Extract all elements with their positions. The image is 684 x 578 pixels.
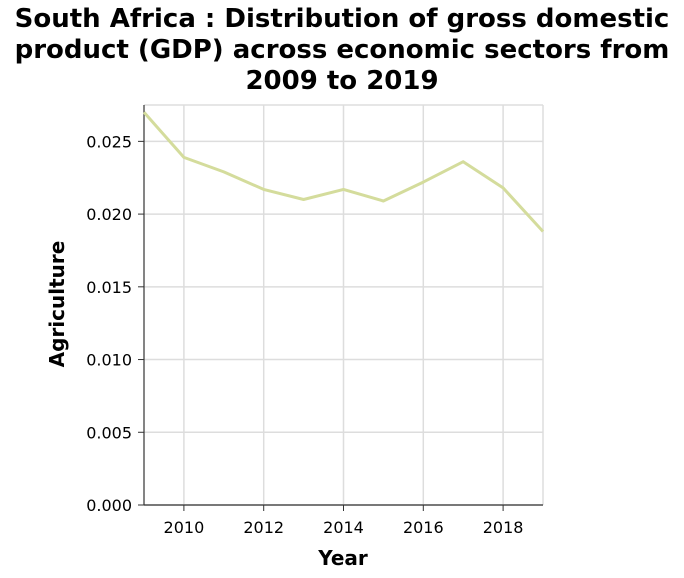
data-point	[342, 188, 345, 191]
x-tick-label: 2010	[164, 518, 205, 537]
data-point	[143, 111, 146, 114]
y-tick-label: 0.000	[86, 496, 132, 515]
x-axis-label: Year	[317, 546, 368, 570]
data-point	[542, 230, 545, 233]
chart-title-line-3: 2009 to 2019	[245, 66, 439, 96]
data-series	[142, 111, 545, 233]
data-point	[182, 156, 185, 159]
y-tick-label: 0.010	[86, 351, 132, 370]
x-tick-label: 2014	[323, 518, 364, 537]
data-point	[462, 160, 465, 163]
y-tick-label: 0.015	[86, 278, 132, 297]
y-tick-label: 0.025	[86, 132, 132, 151]
y-tick-label: 0.020	[86, 205, 132, 224]
chart-title-line-1: South Africa : Distribution of gross dom…	[14, 4, 670, 34]
data-point	[382, 200, 385, 203]
x-tick-label: 2012	[243, 518, 284, 537]
data-point	[502, 186, 505, 189]
chart-title-line-2: product (GDP) across economic sectors fr…	[14, 35, 670, 65]
chart-title: South Africa : Distribution of gross dom…	[0, 4, 684, 97]
x-tick-label: 2016	[403, 518, 444, 537]
x-tick-label: 2018	[483, 518, 524, 537]
data-point	[222, 170, 225, 173]
data-point	[262, 188, 265, 191]
y-axis-label: Agriculture	[45, 241, 69, 368]
series-line	[142, 111, 545, 233]
tick-labels: 0.000 0.005 0.010 0.015 0.020 0.025 2010 2012 20…	[86, 132, 523, 537]
y-tick-label: 0.005	[86, 423, 132, 442]
data-point	[422, 181, 425, 184]
data-point	[302, 198, 305, 201]
axes	[138, 105, 543, 511]
